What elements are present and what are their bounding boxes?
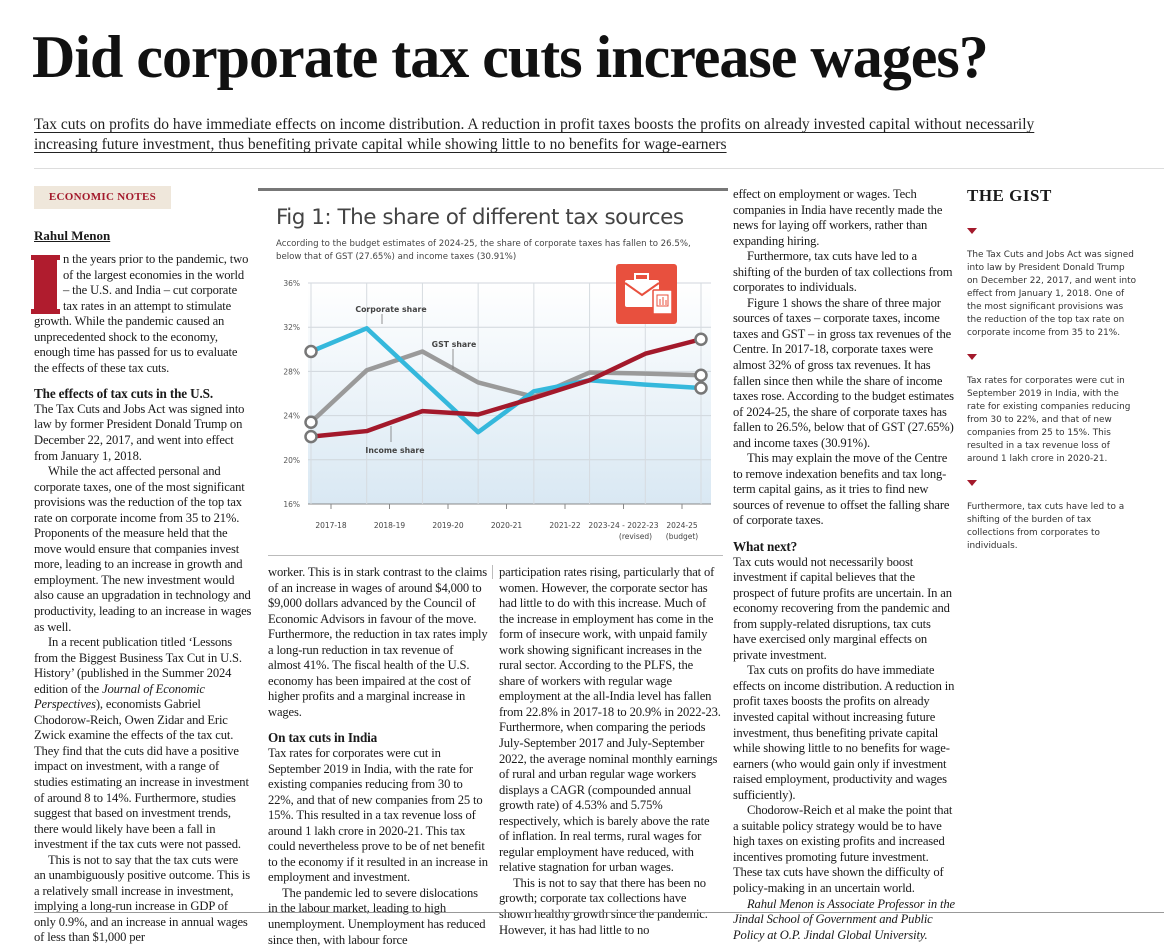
series-endpoint-marker — [304, 429, 318, 444]
text-run: Chodorow-Reich et al make the point that… — [733, 803, 953, 896]
paragraph: This is not to say that the tax cuts wer… — [34, 853, 252, 946]
series-line-corporate-share — [310, 326, 702, 435]
text-run: participation rates rising, particularly… — [499, 565, 721, 875]
text-run: Tax rates for corporates were cut in Sep… — [268, 745, 488, 885]
gist-title: THE GIST — [967, 186, 1052, 205]
paragraph: Figure 1 shows the share of three major … — [733, 296, 955, 451]
author-byline[interactable]: Rahul Menon — [34, 228, 111, 243]
series-line-gst-share — [309, 349, 702, 424]
article-column-4: effect on employment or wages. Tech comp… — [733, 187, 955, 943]
text-run: n the years prior to the pandemic, two o… — [34, 252, 249, 375]
paragraph: This is not to say that there has been n… — [499, 876, 721, 938]
x-tick-sublabel: (budget) — [666, 532, 699, 541]
chart-bottom-rule — [268, 555, 723, 556]
y-tick-label: 20% — [283, 456, 300, 465]
series-endpoint-marker — [694, 368, 708, 383]
drop-cap: I — [31, 255, 60, 314]
text-run: Tax cuts on profits do have immediate ef… — [733, 663, 955, 802]
chart-title: Fig 1: The share of different tax source… — [276, 205, 684, 230]
gist-item: Tax rates for corporates were cut in Sep… — [967, 354, 1137, 466]
section-kicker: ECONOMIC NOTES — [34, 186, 171, 209]
paragraph: effect on employment or wages. Tech comp… — [733, 187, 955, 249]
text-run: This is not to say that there has been n… — [499, 875, 708, 937]
paragraph: Rahul Menon is Associate Professor in th… — [733, 897, 955, 944]
text-run: effect on employment or wages. Tech comp… — [733, 187, 943, 248]
standfirst: Tax cuts on profits do have immediate ef… — [34, 116, 1035, 153]
text-run: While the act affected personal and corp… — [34, 464, 252, 634]
paragraph: Tax cuts would not necessarily boost inv… — [733, 555, 955, 664]
column-divider — [492, 565, 493, 579]
series-line-income-share — [310, 337, 702, 439]
gist-box: The Tax Cuts and Jobs Act was signed int… — [967, 228, 1137, 567]
chart-subtitle: According to the budget estimates of 202… — [276, 239, 691, 262]
paragraph: The Tax Cuts and Jobs Act was signed int… — [34, 402, 252, 464]
headline: Did corporate tax cuts increase wages? — [32, 24, 989, 90]
triangle-bullet-icon — [967, 228, 977, 234]
x-tick-sublabel: (revised) — [619, 532, 652, 541]
text-run: This may explain the move of the Centre … — [733, 451, 950, 528]
triangle-bullet-icon — [967, 480, 977, 486]
text-run: Figure 1 shows the share of three major … — [733, 295, 954, 450]
publication-title: Journal of Economic Perspectives — [34, 681, 205, 712]
article-column-1: In the years prior to the pandemic, two … — [31, 252, 252, 946]
article-column-3: participation rates rising, particularly… — [499, 565, 721, 938]
gist-text: Furthermore, tax cuts have led to a shif… — [967, 502, 1125, 551]
x-tick-label: 2019-20 — [432, 521, 464, 530]
text-run: This is not to say that the tax cuts wer… — [34, 852, 250, 945]
x-tick-label: 2020-21 — [491, 521, 523, 530]
series-label: GST share — [432, 340, 477, 349]
text-run: Tax cuts would not necessarily boost inv… — [733, 554, 952, 662]
x-tick-label: 2023-24 - 2022-23 — [588, 521, 658, 530]
paragraph: Furthermore, tax cuts have led to a shif… — [733, 249, 955, 296]
series-endpoint-marker — [694, 332, 708, 346]
series-endpoint-marker — [304, 344, 318, 359]
top-divider — [34, 168, 1164, 169]
paragraph: While the act affected personal and corp… — [34, 464, 252, 635]
y-tick-label: 16% — [283, 500, 300, 509]
text-run: Rahul Menon is Associate Professor in th… — [733, 896, 955, 942]
gist-item: Furthermore, tax cuts have led to a shif… — [967, 480, 1137, 553]
paragraph: This may explain the move of the Centre … — [733, 451, 955, 529]
article-column-2: worker. This is in stark contrast to the… — [268, 565, 488, 948]
subheading: What next? — [733, 539, 798, 555]
text-run: ), economists Gabriel Chodorow-Reich, Ow… — [34, 697, 249, 852]
paragraph: In the years prior to the pandemic, two … — [31, 252, 252, 376]
gist-text: Tax rates for corporates were cut in Sep… — [967, 376, 1131, 464]
y-tick-label: 32% — [283, 323, 300, 332]
gist-text: The Tax Cuts and Jobs Act was signed int… — [967, 250, 1137, 338]
y-tick-label: 28% — [283, 367, 300, 376]
paragraph: Chodorow-Reich et al make the point that… — [733, 803, 955, 896]
subheading: On tax cuts in India — [268, 730, 378, 746]
bottom-divider — [34, 912, 1164, 913]
figure-1: Fig 1: The share of different tax source… — [258, 188, 728, 558]
text-run: The pandemic led to severe dislocations … — [268, 885, 486, 947]
x-tick-label: 2024-25 — [666, 521, 698, 530]
paragraph: The pandemic led to severe dislocations … — [268, 886, 488, 948]
text-run: Furthermore, tax cuts have led to a shif… — [733, 249, 953, 295]
briefcase-document-icon — [616, 264, 677, 324]
paragraph: Tax rates for corporates were cut in Sep… — [268, 746, 488, 886]
y-tick-label: 24% — [283, 412, 300, 421]
x-tick-label: 2018-19 — [374, 521, 406, 530]
series-label: Corporate share — [355, 305, 426, 314]
x-tick-label: 2021-22 — [549, 521, 581, 530]
gist-item: The Tax Cuts and Jobs Act was signed int… — [967, 228, 1137, 340]
text-run: In a recent publication titled ‘Lessons … — [34, 635, 242, 696]
series-endpoint-marker — [304, 415, 318, 429]
subheading: The effects of tax cuts in the U.S. — [34, 386, 213, 402]
text-run: The Tax Cuts and Jobs Act was signed int… — [34, 401, 245, 463]
text-run: worker. This is in stark contrast to the… — [268, 565, 488, 719]
y-tick-label: 36% — [283, 279, 300, 288]
paragraph: worker. This is in stark contrast to the… — [268, 565, 488, 720]
series-endpoint-marker — [694, 381, 708, 395]
paragraph: participation rates rising, particularly… — [499, 565, 721, 876]
line-chart: 16% 20% 24% 28% 32% 36% 2017-18 2018-19 2019-20 2… — [283, 264, 711, 541]
paragraph: In a recent publication titled ‘Lessons … — [34, 635, 252, 853]
paragraph: Tax cuts on profits do have immediate ef… — [733, 663, 955, 803]
x-tick-label: 2017-18 — [315, 521, 347, 530]
series-label: Income share — [365, 446, 424, 455]
triangle-bullet-icon — [967, 354, 977, 360]
